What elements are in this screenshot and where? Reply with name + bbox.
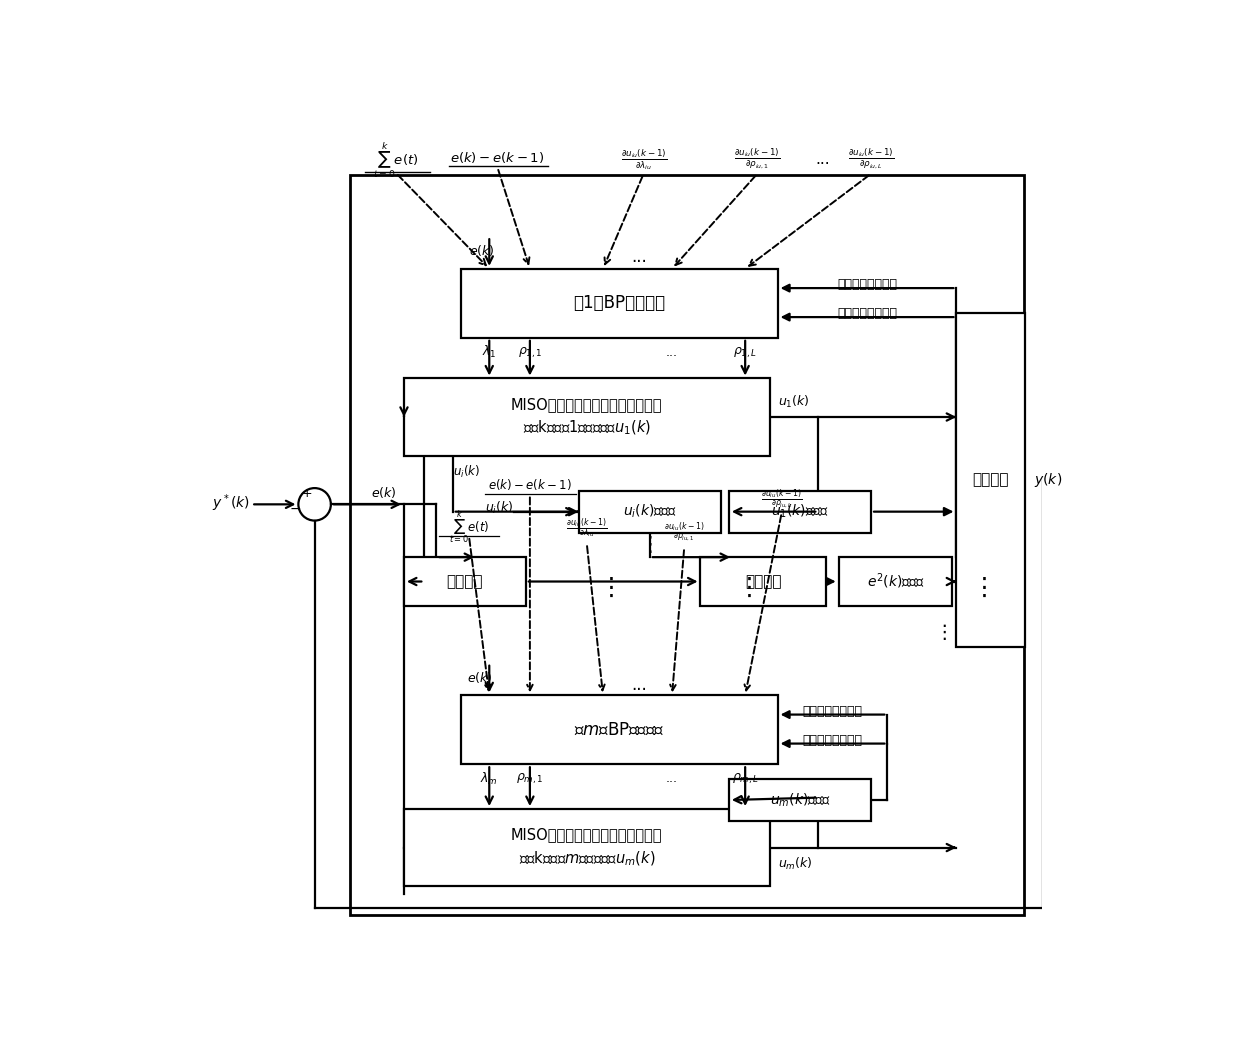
Text: $u_m(k)$: $u_m(k)$ bbox=[777, 856, 812, 871]
Text: 梯度集合: 梯度集合 bbox=[745, 574, 781, 589]
Text: ...: ... bbox=[666, 772, 678, 785]
Text: $u_1(k)$: $u_1(k)$ bbox=[777, 395, 810, 410]
Text: $e(k)-e(k-1)$: $e(k)-e(k-1)$ bbox=[450, 150, 544, 165]
Text: ⋮: ⋮ bbox=[972, 576, 997, 599]
Text: $e(k)-e(k-1)$: $e(k)-e(k-1)$ bbox=[489, 477, 572, 492]
Text: $\frac{\partial u_{iu}(k-1)}{\partial \rho_{iu,1}}$: $\frac{\partial u_{iu}(k-1)}{\partial \r… bbox=[663, 520, 704, 545]
FancyBboxPatch shape bbox=[461, 695, 777, 764]
Text: ⋮: ⋮ bbox=[640, 535, 660, 555]
Text: ⋮: ⋮ bbox=[935, 622, 954, 641]
Text: 更新输出层权系数: 更新输出层权系数 bbox=[802, 734, 863, 747]
Text: $e^2(k)$最小化: $e^2(k)$最小化 bbox=[867, 572, 924, 591]
Text: $\frac{\partial u_{iu}(k-1)}{\partial \rho_{iu,1}}$: $\frac{\partial u_{iu}(k-1)}{\partial \r… bbox=[734, 147, 780, 171]
FancyBboxPatch shape bbox=[404, 379, 770, 456]
Text: ⋮: ⋮ bbox=[599, 576, 624, 599]
Text: $\rho_{1,1}$: $\rho_{1,1}$ bbox=[517, 345, 542, 360]
Text: $y^*(k)$: $y^*(k)$ bbox=[212, 492, 249, 514]
FancyBboxPatch shape bbox=[701, 557, 826, 606]
Text: 误差集合: 误差集合 bbox=[446, 574, 484, 589]
Text: $e(k)$: $e(k)$ bbox=[467, 670, 494, 685]
Text: $\frac{\partial u_{iu}(k-1)}{\partial \rho_{iu,L}}$: $\frac{\partial u_{iu}(k-1)}{\partial \r… bbox=[848, 147, 894, 171]
Text: 第1个BP神经网络: 第1个BP神经网络 bbox=[573, 294, 666, 312]
Text: $\lambda_m$: $\lambda_m$ bbox=[480, 771, 498, 787]
Text: +: + bbox=[301, 487, 311, 500]
Text: $\frac{\partial u_{iu}(k-1)}{\partial \lambda_{iu}}$: $\frac{\partial u_{iu}(k-1)}{\partial \l… bbox=[567, 517, 608, 541]
Text: $-$: $-$ bbox=[289, 500, 301, 515]
FancyBboxPatch shape bbox=[956, 313, 1025, 647]
FancyBboxPatch shape bbox=[729, 491, 870, 533]
FancyBboxPatch shape bbox=[838, 557, 952, 606]
Text: 更新输出层权系数: 更新输出层权系数 bbox=[837, 307, 897, 321]
FancyBboxPatch shape bbox=[404, 809, 770, 886]
Text: 被控对象: 被控对象 bbox=[972, 473, 1009, 487]
FancyBboxPatch shape bbox=[404, 557, 526, 606]
Text: $u_1(k)$的梯度: $u_1(k)$的梯度 bbox=[771, 503, 828, 520]
Text: $\frac{\partial u_{iu}(k-1)}{\partial \rho_{iu,L}}$: $\frac{\partial u_{iu}(k-1)}{\partial \r… bbox=[761, 488, 802, 513]
Text: 更新隐含层权系数: 更新隐含层权系数 bbox=[837, 279, 897, 291]
Text: MISO异因子偏格式无模型控制方法
计算k时刻第1个控制输入$u_1(k)$: MISO异因子偏格式无模型控制方法 计算k时刻第1个控制输入$u_1(k)$ bbox=[511, 397, 662, 437]
FancyBboxPatch shape bbox=[579, 491, 720, 533]
Text: $e(k)$: $e(k)$ bbox=[469, 244, 495, 258]
Text: ...: ... bbox=[815, 152, 830, 167]
FancyBboxPatch shape bbox=[729, 779, 870, 821]
Text: $\rho_{m,L}$: $\rho_{m,L}$ bbox=[732, 772, 759, 786]
Text: $\rho_{1,L}$: $\rho_{1,L}$ bbox=[733, 345, 758, 360]
Text: $\sum_{t=0}^{k}e(t)$: $\sum_{t=0}^{k}e(t)$ bbox=[373, 141, 419, 180]
Text: $e(k)$: $e(k)$ bbox=[372, 484, 397, 500]
Text: $u_m(k)$的梯度: $u_m(k)$的梯度 bbox=[770, 791, 831, 809]
Text: ...: ... bbox=[666, 346, 678, 359]
Text: ...: ... bbox=[631, 676, 647, 694]
Text: $u_i(k)$: $u_i(k)$ bbox=[453, 464, 480, 480]
Text: MISO异因子偏格式无模型控制方法
计算k时刻第$m$个控制输入$u_m(k)$: MISO异因子偏格式无模型控制方法 计算k时刻第$m$个控制输入$u_m(k)$ bbox=[511, 827, 662, 867]
Text: 第$m$个BP神经网络: 第$m$个BP神经网络 bbox=[574, 721, 665, 738]
Text: 更新隐含层权系数: 更新隐含层权系数 bbox=[802, 705, 863, 717]
Text: $u_i(k)$: $u_i(k)$ bbox=[485, 499, 513, 516]
Text: $u_i(k)$的梯度: $u_i(k)$的梯度 bbox=[622, 503, 677, 520]
Text: $y(k)$: $y(k)$ bbox=[1034, 471, 1061, 488]
FancyBboxPatch shape bbox=[461, 269, 777, 338]
Text: ⋮: ⋮ bbox=[737, 576, 761, 599]
Text: ...: ... bbox=[631, 248, 647, 266]
Text: $\sum_{t=0}^{k}e(t)$: $\sum_{t=0}^{k}e(t)$ bbox=[449, 509, 490, 545]
Text: $\lambda_1$: $\lambda_1$ bbox=[482, 344, 496, 361]
Text: $\frac{\partial u_{iu}(k-1)}{\partial \lambda_{iu}}$: $\frac{\partial u_{iu}(k-1)}{\partial \l… bbox=[620, 147, 667, 172]
Text: $\rho_{m,1}$: $\rho_{m,1}$ bbox=[516, 772, 543, 786]
